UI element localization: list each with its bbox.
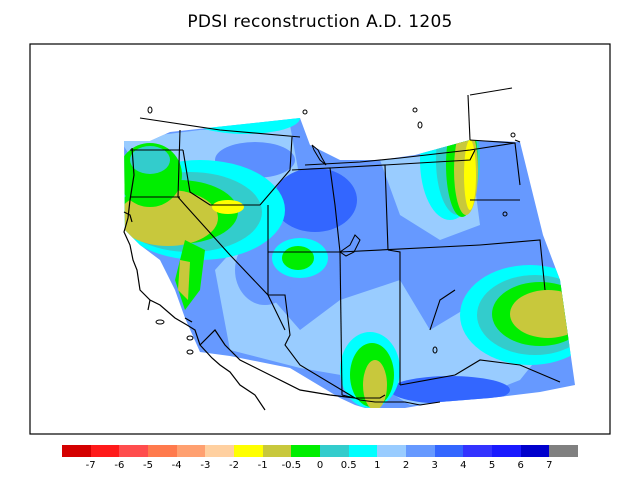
state-borders <box>130 87 561 406</box>
legend-swatch <box>377 445 407 457</box>
legend-tick-label: -1 <box>257 460 268 471</box>
legend-swatch <box>176 445 206 457</box>
legend-tick-label: 0 <box>316 460 324 471</box>
legend-swatch <box>90 445 120 457</box>
legend-tick-label: -4 <box>171 460 182 471</box>
legend-tick-label: -2 <box>229 460 239 471</box>
color-legend: -7 -6 -5 -4 -3 -2 -1 -0.5 0 0.5 1 2 3 4 5 6 7 <box>62 445 579 475</box>
legend-swatch <box>234 445 264 457</box>
coastline <box>123 147 356 411</box>
legend-swatch <box>320 445 350 457</box>
legend-swatch <box>205 445 235 457</box>
pdsi-map <box>29 43 611 435</box>
legend-swatch <box>549 445 579 457</box>
legend-swatch <box>463 445 493 457</box>
legend-tick-label: 5 <box>488 460 496 471</box>
legend-tick-label: 6 <box>517 460 524 471</box>
legend-tick-label: 0.5 <box>340 460 357 471</box>
legend-swatch <box>348 445 378 457</box>
legend-swatch <box>262 445 292 457</box>
legend-tick-label: -6 <box>114 460 125 471</box>
map-frame <box>29 43 611 435</box>
legend-swatch <box>406 445 436 457</box>
legend-swatch <box>492 445 522 457</box>
legend-swatch <box>291 445 321 457</box>
legend-tick-label: 1 <box>374 460 381 471</box>
legend-tick-label: 3 <box>431 460 438 471</box>
legend-swatch <box>148 445 178 457</box>
legend-tick-label: -5 <box>143 460 153 471</box>
legend-swatch <box>119 445 149 457</box>
legend-tick-label: 7 <box>546 460 553 471</box>
lakes <box>147 106 516 355</box>
legend-swatch <box>520 445 550 457</box>
legend-tick-label: 4 <box>460 460 467 471</box>
legend-tick-label: -3 <box>200 460 211 471</box>
legend-swatch <box>62 445 92 457</box>
legend-swatch <box>434 445 464 457</box>
legend-tick-label: -7 <box>85 460 96 471</box>
legend-tick-label: -0.5 <box>281 460 302 471</box>
legend-tick-label: 2 <box>402 460 410 471</box>
map-title: PDSI reconstruction A.D. 1205 <box>187 12 453 32</box>
